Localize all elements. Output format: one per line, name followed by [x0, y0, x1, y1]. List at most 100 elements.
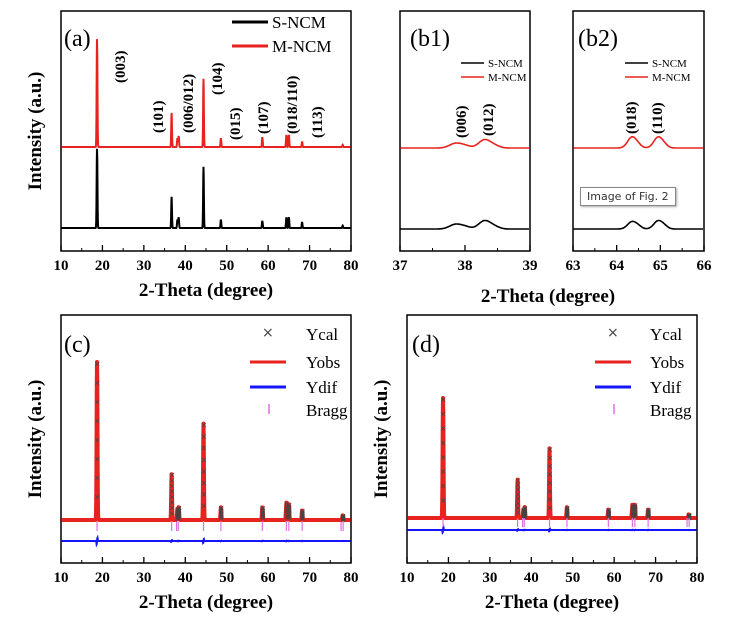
series-line-a-s-ncm — [61, 148, 351, 230]
ycal-marker-d-4: × — [547, 470, 554, 479]
ycal-marker-c-8: × — [286, 508, 293, 517]
series-line-b2-s-ncm — [573, 219, 703, 230]
ycal-marker-c-6: × — [259, 510, 266, 519]
legend-label-ydif-c: Ydif — [306, 378, 338, 397]
ycal-marker-d-2: × — [520, 513, 527, 522]
ycal-marker-c-3: × — [176, 507, 183, 516]
legend-label-b2-s: S-NCM — [652, 58, 687, 70]
yobs-line-c — [59, 360, 353, 522]
ycal-marker-c-10: × — [340, 514, 347, 523]
ycal-marker-d-6: × — [605, 506, 612, 515]
ycal-marker-d-1: × — [515, 490, 522, 499]
ycal-marker-c-10: × — [340, 515, 347, 524]
ycal-marker-c-4: × — [201, 502, 208, 511]
ylabel-d: Intensity (a.u.) — [371, 380, 392, 499]
ycal-marker-d-6: × — [605, 511, 612, 520]
x-tick-label-c-60: 60 — [261, 570, 276, 586]
ycal-marker-d-0: × — [440, 453, 447, 462]
ycal-marker-d-0: × — [440, 424, 447, 433]
x-tick-label-d-30: 30 — [482, 570, 497, 586]
ycal-marker-d-7: × — [629, 509, 636, 518]
ycal-marker-d-0: × — [440, 410, 447, 419]
peak-label-015: (015) — [228, 108, 244, 141]
ycal-marker-d-1: × — [515, 481, 522, 490]
ycal-marker-d-9: × — [645, 508, 652, 517]
ycal-marker-d-2: × — [520, 508, 527, 517]
x-tick-label-c-80: 80 — [344, 570, 359, 586]
legend-marker-ycal-d: × — [607, 325, 619, 341]
ycal-marker-d-1: × — [515, 504, 522, 513]
peak-label-b2-110: (110) — [650, 102, 666, 134]
ycal-marker-c-10: × — [340, 514, 347, 523]
ycal-marker-d-8: × — [632, 507, 639, 516]
x-tick-label-d-50: 50 — [565, 570, 580, 586]
legend-label-ydif-d: Ydif — [650, 378, 682, 397]
ycal-marker-c-2: × — [174, 509, 181, 518]
legend-label-b1-m: M-NCM — [488, 72, 527, 84]
ycal-marker-d-5: × — [564, 510, 571, 519]
ycal-marker-d-3: × — [522, 505, 529, 514]
ylabel-c: Intensity (a.u.) — [25, 380, 46, 499]
ycal-marker-c-9: × — [299, 507, 306, 516]
ycal-marker-c-4: × — [201, 490, 208, 499]
ycal-marker-d-10: × — [686, 512, 693, 521]
ycal-marker-c-9: × — [299, 515, 306, 524]
ycal-marker-d-0: × — [440, 496, 447, 505]
ycal-marker-d-2: × — [520, 509, 527, 518]
ycal-marker-c-0: × — [94, 379, 101, 388]
ycal-marker-c-2: × — [174, 506, 181, 515]
ycal-marker-d-3: × — [522, 508, 529, 517]
ycal-marker-d-9: × — [645, 512, 652, 521]
ycal-marker-d-2: × — [520, 512, 527, 521]
ycal-marker-c-9: × — [299, 508, 306, 517]
ycal-marker-c-3: × — [176, 511, 183, 520]
panel-label-d: (d) — [412, 332, 440, 358]
ycal-marker-d-7: × — [629, 506, 636, 515]
ycal-marker-d-8: × — [632, 509, 639, 518]
ycal-marker-d-9: × — [645, 506, 652, 515]
ycal-marker-c-1: × — [169, 509, 176, 518]
ycal-marker-d-10: × — [686, 512, 693, 521]
ycal-marker-d-9: × — [645, 511, 652, 520]
series-line-b1-s-ncm — [400, 219, 529, 230]
x-tick-label-d-70: 70 — [648, 570, 663, 586]
ycal-marker-c-1: × — [169, 493, 176, 502]
ycal-marker-d-2: × — [520, 506, 527, 515]
ycal-marker-c-8: × — [286, 506, 293, 515]
legend-label-b1-s: S-NCM — [488, 58, 523, 70]
ycal-marker-c-2: × — [174, 510, 181, 519]
ycal-marker-c-3: × — [176, 513, 183, 522]
ycal-marker-c-7: × — [283, 513, 290, 522]
ycal-marker-c-4: × — [201, 444, 208, 453]
x-tick-label-b2-66: 66 — [697, 258, 713, 274]
peak-label-018-110: (018/110) — [285, 76, 301, 134]
ycal-marker-d-4: × — [547, 453, 554, 462]
ycal-marker-d-6: × — [605, 508, 612, 517]
ycal-marker-d-7: × — [629, 503, 636, 512]
ycal-marker-d-9: × — [645, 507, 652, 516]
ycal-marker-d-4: × — [547, 487, 554, 496]
ycal-marker-d-6: × — [605, 509, 612, 518]
peak-label-113: (113) — [310, 106, 326, 138]
ycal-marker-c-3: × — [176, 510, 183, 519]
ycal-marker-c-3: × — [176, 514, 183, 523]
panel-label-c: (c) — [64, 332, 91, 358]
peak-label-107: (107) — [256, 102, 272, 135]
ycal-marker-d-10: × — [686, 510, 693, 519]
x-tick-label-b2-63: 63 — [566, 258, 581, 274]
ycal-marker-c-0: × — [94, 398, 101, 407]
ycal-marker-c-9: × — [299, 512, 306, 521]
ycal-marker-d-9: × — [645, 510, 652, 519]
ycal-marker-c-0: × — [94, 360, 101, 369]
ycal-marker-c-2: × — [174, 505, 181, 514]
x-tick-label-b2-65: 65 — [653, 258, 668, 274]
ycal-marker-c-7: × — [283, 511, 290, 520]
ycal-marker-d-9: × — [645, 513, 652, 522]
image-tooltip: Image of Fig. 2 — [580, 187, 676, 206]
ycal-marker-c-7: × — [283, 507, 290, 516]
ycal-marker-d-5: × — [564, 503, 571, 512]
ycal-marker-c-2: × — [174, 508, 181, 517]
ydif-line-d — [407, 524, 697, 536]
ycal-marker-d-1: × — [515, 476, 522, 485]
ycal-marker-c-8: × — [286, 504, 293, 513]
